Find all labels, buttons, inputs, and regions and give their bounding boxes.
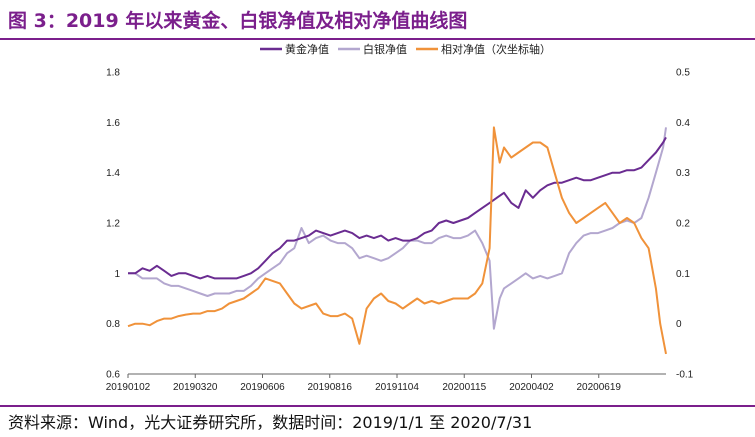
y-tick-label: 1.2 bbox=[106, 219, 120, 230]
source-note: 资料来源：Wind，光大证券研究所，数据时间：2019/1/1 至 2020/7… bbox=[8, 413, 533, 432]
x-tick-label: 20190816 bbox=[308, 382, 353, 393]
y2-tick-label: 0.4 bbox=[676, 118, 690, 129]
y-tick-label: 0.8 bbox=[106, 319, 120, 330]
y-tick-label: 1.8 bbox=[106, 68, 120, 79]
relative-series-line bbox=[127, 126, 667, 355]
y2-tick-label: 0.3 bbox=[676, 168, 690, 179]
legend-label-silver: 白银净值 bbox=[363, 42, 407, 56]
source-divider bbox=[0, 405, 755, 407]
y-tick-label: 0.6 bbox=[106, 370, 120, 381]
y-tick-label: 1.6 bbox=[106, 118, 120, 129]
x-tick-label: 20200115 bbox=[442, 382, 486, 393]
y2-tick-label: 0.2 bbox=[676, 219, 690, 230]
x-tick-label: 20190102 bbox=[106, 382, 151, 393]
y2-tick-label: 0.5 bbox=[676, 68, 690, 79]
series-lines bbox=[127, 126, 667, 355]
title-divider bbox=[0, 38, 755, 40]
axes: 0.6 0.8 1 1.2 1.4 1.6 1.8 -0.1 0 0.1 0.2 0.3 0.4 0.5 2… bbox=[106, 68, 694, 394]
x-tick-label: 20200619 bbox=[577, 382, 622, 393]
chart-canvas: 黄金净值 白银净值 相对净值（次坐标轴） 0.6 0.8 1 1.2 1.4 1.6 1.8… bbox=[106, 42, 694, 394]
y2-tick-label: 0 bbox=[676, 319, 682, 330]
x-tick-label: 20200402 bbox=[509, 382, 554, 393]
y2-tick-label: -0.1 bbox=[676, 370, 694, 381]
y-tick-label: 1.4 bbox=[106, 168, 120, 179]
y2-tick-label: 0.1 bbox=[676, 269, 690, 280]
legend: 黄金净值 白银净值 相对净值（次坐标轴） bbox=[260, 42, 551, 56]
chart-title: 图 3：2019 年以来黄金、白银净值及相对净值曲线图 bbox=[8, 10, 468, 32]
legend-label-relative: 相对净值（次坐标轴） bbox=[441, 42, 551, 56]
x-tick-label: 20190320 bbox=[173, 382, 218, 393]
silver-series-line bbox=[128, 127, 667, 330]
gold-series-line bbox=[128, 136, 667, 280]
x-tick-label: 20190606 bbox=[240, 382, 285, 393]
y-tick-label: 1 bbox=[114, 269, 120, 280]
x-tick-label: 20191104 bbox=[375, 382, 419, 393]
legend-label-gold: 黄金净值 bbox=[285, 42, 329, 56]
